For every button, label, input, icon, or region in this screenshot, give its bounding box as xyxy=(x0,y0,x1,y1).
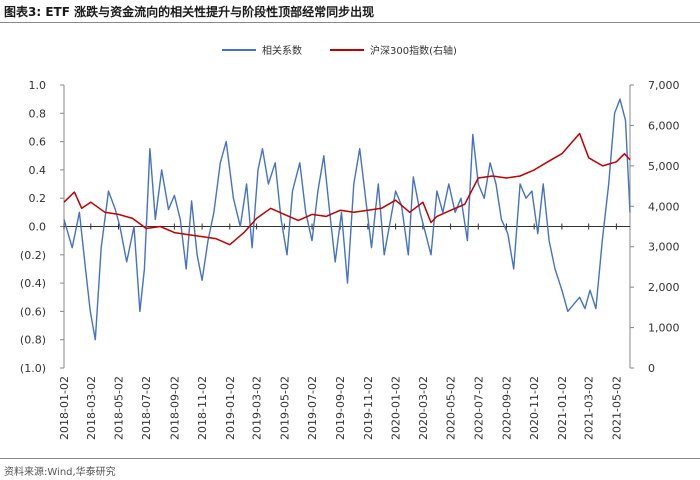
left-tick-label: 0.4 xyxy=(29,164,47,177)
x-tick-label: 2020-11-02 xyxy=(528,376,541,440)
x-tick-label: 2020-09-02 xyxy=(500,376,513,440)
left-tick-label: (0.6) xyxy=(20,305,46,318)
x-tick-label: 2018-01-02 xyxy=(58,376,71,440)
legend-label-1: 相关系数 xyxy=(262,44,302,57)
x-tick-label: 2019-03-02 xyxy=(251,376,264,440)
right-tick-label: 3,000 xyxy=(648,241,680,254)
right-tick-label: 1,000 xyxy=(648,322,680,335)
x-tick-label: 2019-07-02 xyxy=(306,376,319,440)
right-tick-label: 5,000 xyxy=(648,160,680,173)
left-tick-label: 0.2 xyxy=(29,192,47,205)
top-rule xyxy=(0,22,700,23)
figure-title-text: ETF 涨跌与资金流向的相关性提升与阶段性顶部经常同步出现 xyxy=(45,5,375,19)
x-tick-label: 2018-11-02 xyxy=(196,376,209,440)
right-tick-label: 6,000 xyxy=(648,119,680,132)
left-tick-label: 0.8 xyxy=(29,107,47,120)
figure-label: 图表3: xyxy=(4,5,42,19)
figure-title: 图表3: ETF 涨跌与资金流向的相关性提升与阶段性顶部经常同步出现 xyxy=(4,3,374,20)
left-tick-label: (0.4) xyxy=(20,277,46,290)
left-tick-label: 0.0 xyxy=(29,221,47,234)
right-tick-label: 2,000 xyxy=(648,281,680,294)
x-tick-label: 2021-05-02 xyxy=(610,376,623,440)
x-tick-label: 2018-05-02 xyxy=(113,376,126,440)
x-tick-label: 2019-05-02 xyxy=(278,376,291,440)
x-tick-label: 2018-07-02 xyxy=(140,376,153,440)
x-tick-label: 2020-01-02 xyxy=(390,376,403,440)
right-tick-label: 4,000 xyxy=(648,200,680,213)
right-tick-label: 0 xyxy=(648,362,655,375)
right-tick-label: 7,000 xyxy=(648,79,680,92)
x-tick-label: 2021-01-02 xyxy=(556,376,569,440)
bottom-rule xyxy=(0,458,700,459)
x-tick-label: 2018-03-02 xyxy=(85,376,98,440)
correlation-line xyxy=(63,98,631,341)
x-tick-label: 2020-07-02 xyxy=(472,376,485,440)
csi300-line xyxy=(63,132,631,246)
left-tick-label: 1.0 xyxy=(29,79,47,92)
x-tick-label: 2019-11-02 xyxy=(362,376,375,440)
x-tick-label: 2019-09-02 xyxy=(334,376,347,440)
left-tick-label: (0.8) xyxy=(20,334,46,347)
x-tick-label: 2021-03-02 xyxy=(583,376,596,440)
left-tick-label: (0.2) xyxy=(20,249,46,262)
x-tick-label: 2019-01-02 xyxy=(224,376,237,440)
legend-label-2: 沪深300指数(右轴) xyxy=(370,44,457,57)
left-tick-label: 0.6 xyxy=(29,136,47,149)
source-note: 资料来源:Wind,华泰研究 xyxy=(4,467,116,478)
chart: 相关系数 沪深300指数(右轴) 1.0 0.8 0.6 0.4 0.2 0.0 (0.2) (0… xyxy=(20,44,680,440)
x-tick-label: 2018-09-02 xyxy=(168,376,181,440)
x-tick-label: 2020-05-02 xyxy=(445,376,458,440)
left-tick-label: (1.0) xyxy=(20,362,46,375)
x-tick-label: 2020-03-02 xyxy=(417,376,430,440)
